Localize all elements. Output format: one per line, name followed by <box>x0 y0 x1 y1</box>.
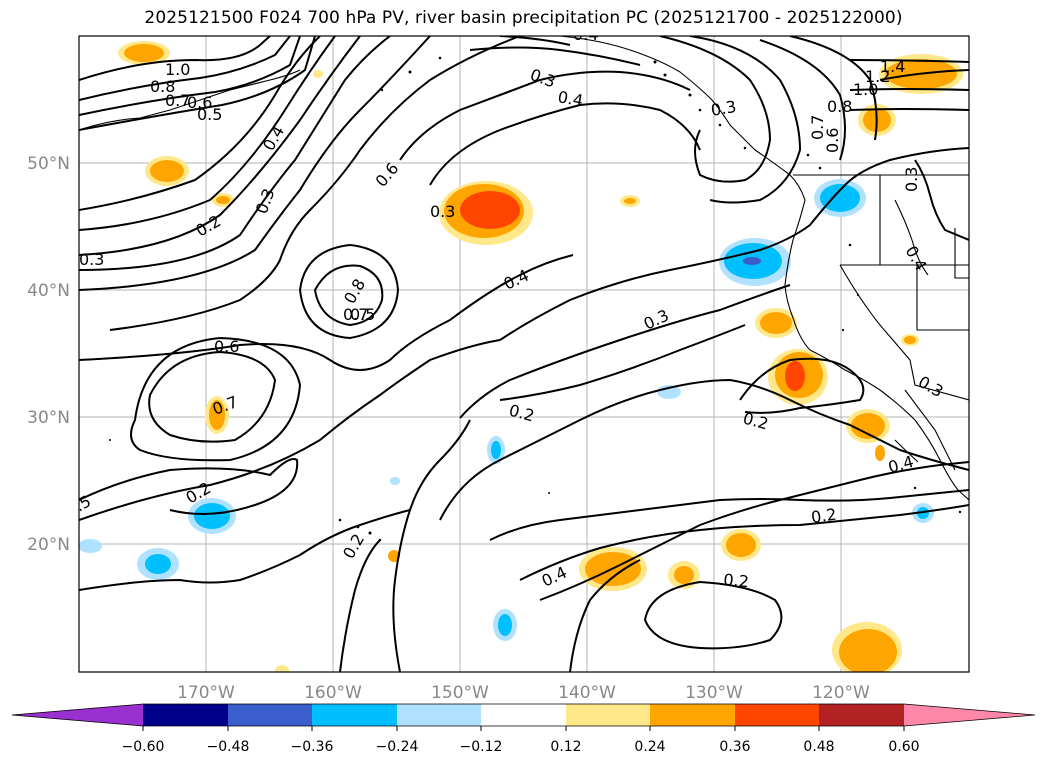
colorbar-tick: 0.24 <box>634 739 665 755</box>
contour-label: 0.5 <box>197 105 222 124</box>
contour-label: 0.3 <box>902 167 921 192</box>
colorbar-tick: −0.60 <box>122 739 165 755</box>
colorbar-segment <box>735 704 819 726</box>
lat-tick: 50°N <box>27 154 70 174</box>
colorbar-segment <box>819 704 904 726</box>
lon-tick: 140°W <box>558 683 616 703</box>
lon-tick: 130°W <box>685 683 743 703</box>
pv-contours <box>79 36 969 672</box>
precip-shading <box>79 41 963 672</box>
contour-label: 0.7 <box>165 91 190 110</box>
lon-tick: 150°W <box>431 683 489 703</box>
contour-label: 0.5 <box>350 305 375 324</box>
contour-label: 1.2 <box>865 67 890 86</box>
contour-label: 0.2 <box>810 505 838 527</box>
colorbar-tick-labels: −0.60 −0.48 −0.36 −0.24 −0.12 0.12 0.24 … <box>122 739 920 755</box>
contour-label: 0.3 <box>79 250 104 269</box>
lon-tick: 160°W <box>304 683 362 703</box>
colorbar-segment <box>566 704 650 726</box>
contour-label: 0.7 <box>808 115 827 140</box>
contour-label: 0.8 <box>150 77 175 96</box>
lat-tick: 40°N <box>27 281 70 301</box>
contour-label: 0.8 <box>827 97 852 116</box>
contour-label: 0.3 <box>430 202 455 221</box>
lat-tick-labels: 50°N 40°N 30°N 20°N <box>27 154 70 555</box>
colorbar-segment <box>143 704 228 726</box>
colorbar-segment <box>397 704 481 726</box>
colorbar-segment <box>481 704 566 726</box>
lat-tick: 30°N <box>27 408 70 428</box>
contour-label: 0.3 <box>709 97 737 120</box>
colorbar-extend-high <box>904 704 1035 726</box>
lat-tick: 20°N <box>27 535 70 555</box>
colorbar-segment <box>650 704 735 726</box>
lon-tick: 120°W <box>812 683 870 703</box>
map-frame <box>78 35 970 673</box>
contour-label: 0.6 <box>187 93 212 112</box>
colorbar-tick: 0.36 <box>719 739 750 755</box>
map-panel: 1.0 0.8 0.7 0.6 0.5 0.4 0.3 0.2 1.4 1.2 … <box>79 25 969 672</box>
contour-label: 0.6 <box>823 128 842 153</box>
colorbar-tick: −0.36 <box>291 739 334 755</box>
contour-label: 1.0 <box>853 80 878 99</box>
contour-label: 1.0 <box>165 60 190 79</box>
contour-label: 0.6 <box>214 337 239 356</box>
colorbar <box>11 703 1036 731</box>
colorbar-tick: −0.12 <box>460 739 503 755</box>
colorbar-tick: 0.48 <box>803 739 834 755</box>
colorbar-tick: −0.24 <box>376 739 419 755</box>
colorbar-tick: −0.48 <box>207 739 250 755</box>
islands <box>109 56 962 542</box>
contour-label: 0.7 <box>343 305 368 324</box>
colorbar-tick: 0.12 <box>550 739 581 755</box>
colorbar-extend-low <box>12 704 143 726</box>
contour-label: 0.4 <box>556 87 584 110</box>
colorbar-segment <box>312 704 397 726</box>
contour-label: 1.4 <box>880 57 905 76</box>
colorbar-tick: 0.60 <box>888 739 919 755</box>
contour-label: 0.4 <box>573 25 598 44</box>
contour-label: 0.2 <box>723 570 750 591</box>
colorbar-segment <box>228 704 312 726</box>
lon-tick: 170°W <box>177 683 235 703</box>
map-title: 2025121500 F024 700 hPa PV, river basin … <box>144 8 903 28</box>
lon-tick-labels: 170°W 160°W 150°W 140°W 130°W 120°W <box>177 683 870 703</box>
